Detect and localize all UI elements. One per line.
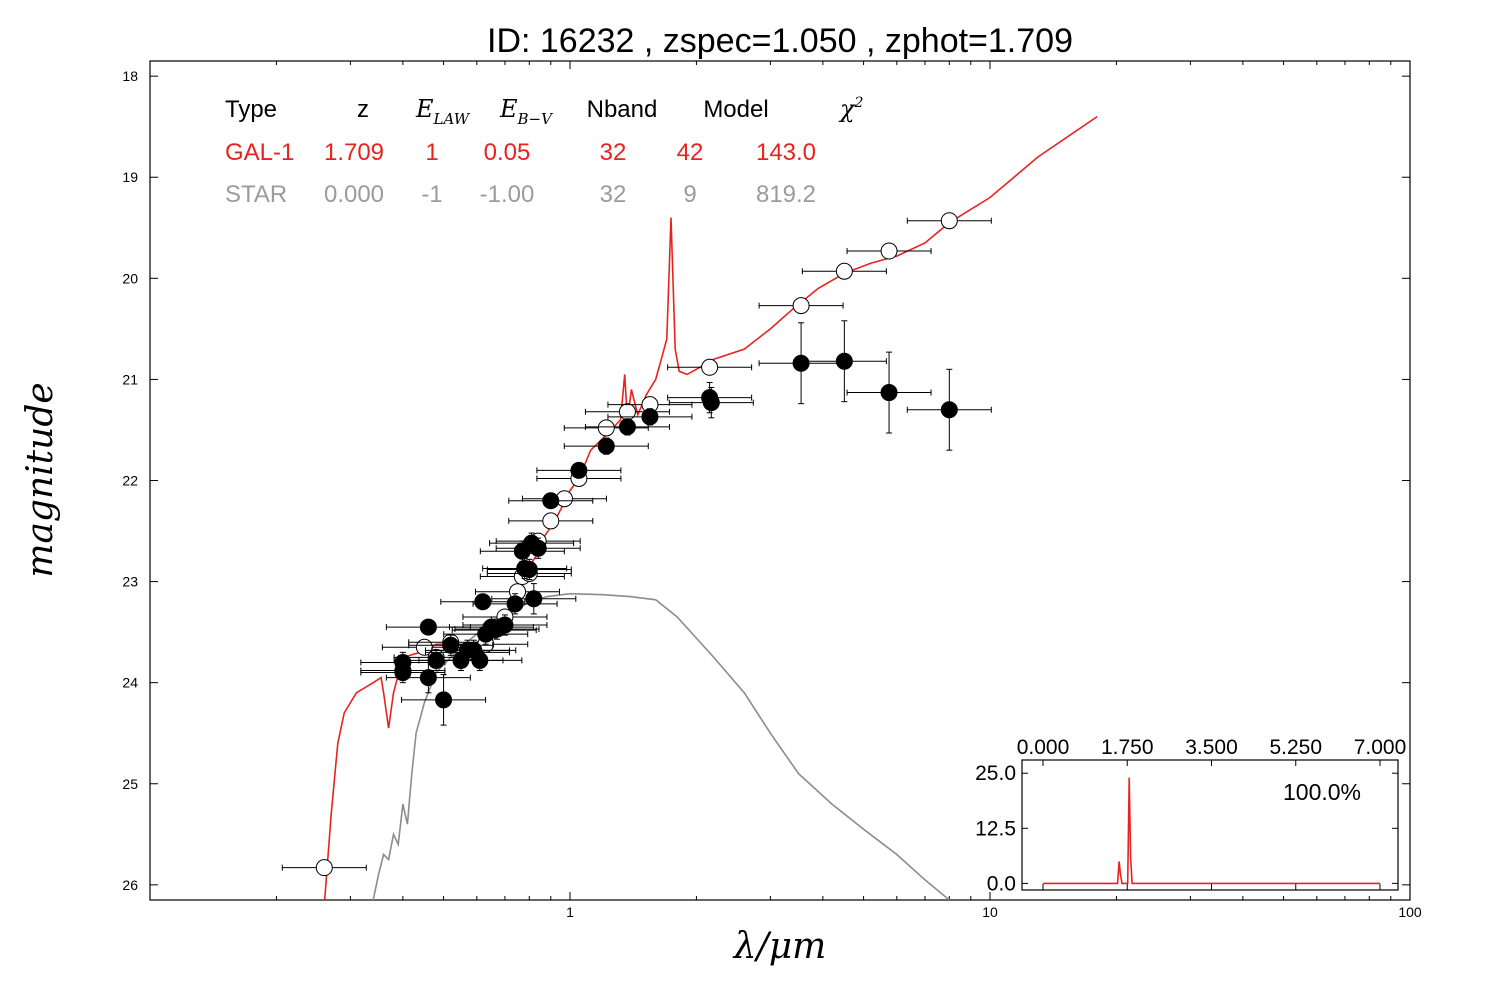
- y-tick-label: 19: [122, 169, 138, 185]
- model-point: [415, 638, 433, 656]
- table-cell: 1: [425, 139, 438, 166]
- observed-point: [529, 539, 547, 557]
- model-point: [597, 419, 615, 437]
- table-cell: -1.00: [480, 181, 535, 208]
- table-cell: GAL-1: [225, 139, 294, 166]
- observed-point: [506, 595, 524, 613]
- table-header-ebv: EB−V: [499, 95, 554, 128]
- model-point: [618, 403, 636, 421]
- table-cell: -1: [421, 181, 442, 208]
- table-header-nband: Nband: [587, 96, 658, 123]
- model-point: [940, 212, 958, 230]
- model-point: [315, 859, 333, 877]
- observed-point: [618, 418, 636, 436]
- table-cell: 32: [600, 181, 627, 208]
- model-point: [542, 512, 560, 530]
- chart-title: ID: 16232 , zspec=1.050 , zphot=1.709: [487, 22, 1073, 60]
- table-cell: 42: [677, 139, 704, 166]
- inset-x-tick-label: 1.750: [1101, 736, 1154, 759]
- observed-point: [435, 691, 453, 709]
- table-cell: 0.000: [324, 181, 384, 208]
- observed-point: [520, 560, 538, 578]
- inset-pdz-curve: [1043, 777, 1380, 885]
- table-cell: STAR: [225, 181, 287, 208]
- model-point: [835, 262, 853, 280]
- observed-point: [597, 437, 615, 455]
- inset-annotation: 100.0%: [1283, 779, 1361, 805]
- y-tick-label: 20: [122, 270, 138, 286]
- inset-x-tick-label: 3.500: [1185, 736, 1238, 759]
- observed-point: [471, 651, 489, 669]
- y-tick-label: 22: [122, 473, 138, 489]
- table-cell: 9: [683, 181, 696, 208]
- observed-point: [702, 394, 720, 412]
- table-header-z: z: [357, 96, 369, 123]
- model-point: [701, 358, 719, 376]
- observed-point: [792, 354, 810, 372]
- observed-point: [570, 461, 588, 479]
- observed-point: [542, 492, 560, 510]
- table-cell: 143.0: [756, 139, 816, 166]
- y-tick-label: 25: [122, 776, 138, 792]
- table-header-chi2: χ2: [838, 95, 864, 123]
- observed-point: [525, 590, 543, 608]
- observed-point: [835, 352, 853, 370]
- observed-point: [419, 669, 437, 687]
- pdz-inset: 100.0% 0.000 1.750 3.500 5.250 7.000 25.0 12.5…: [975, 736, 1406, 895]
- photometry-points: [281, 212, 992, 877]
- observed-point: [419, 618, 437, 636]
- observed-point: [940, 401, 958, 419]
- observed-point: [880, 384, 898, 402]
- y-tick-label: 21: [122, 371, 138, 387]
- table-header-elaw: ELAW: [415, 95, 471, 128]
- inset-x-tick-label: 7.000: [1354, 736, 1407, 759]
- table-cell: 819.2: [756, 181, 816, 208]
- observed-point: [641, 408, 659, 426]
- observed-point: [442, 636, 460, 654]
- x-axis: 1 10 100: [275, 61, 1422, 920]
- inset-x-tick-label: 0.000: [1017, 736, 1070, 759]
- observed-point: [496, 616, 514, 634]
- fit-table: Type z ELAW EB−V Nband Model χ2 GAL-1 1.709 1 0.05…: [225, 95, 864, 208]
- galaxy-model-curve: [323, 115, 1098, 900]
- y-tick-label: 23: [122, 574, 138, 590]
- inset-y-tick-label: 0.0: [987, 872, 1016, 895]
- table-header-model: Model: [703, 96, 768, 123]
- table-cell: 0.05: [484, 139, 531, 166]
- observed-point: [394, 664, 412, 682]
- inset-y-tick-label: 12.5: [975, 817, 1016, 840]
- x-tick-label: 100: [1398, 904, 1422, 920]
- y-tick-label: 24: [122, 675, 138, 691]
- y-axis-label: magnitude: [20, 382, 61, 577]
- x-tick-label: 1: [566, 904, 574, 920]
- sed-curves: [323, 115, 1098, 900]
- inset-frame: [1021, 759, 1399, 891]
- x-tick-label: 10: [982, 904, 998, 920]
- x-axis-label: λ/μm: [732, 926, 826, 967]
- table-header-type: Type: [225, 96, 277, 123]
- y-tick-label: 26: [122, 877, 138, 893]
- y-tick-label: 18: [122, 68, 138, 84]
- inset-x-tick-label: 5.250: [1269, 736, 1322, 759]
- model-point: [792, 297, 810, 315]
- model-point: [880, 242, 898, 260]
- star-model-curve: [372, 592, 950, 900]
- table-cell: 32: [600, 139, 627, 166]
- observed-point: [474, 593, 492, 611]
- table-cell: 1.709: [324, 139, 384, 166]
- inset-y-tick-label: 25.0: [975, 762, 1016, 785]
